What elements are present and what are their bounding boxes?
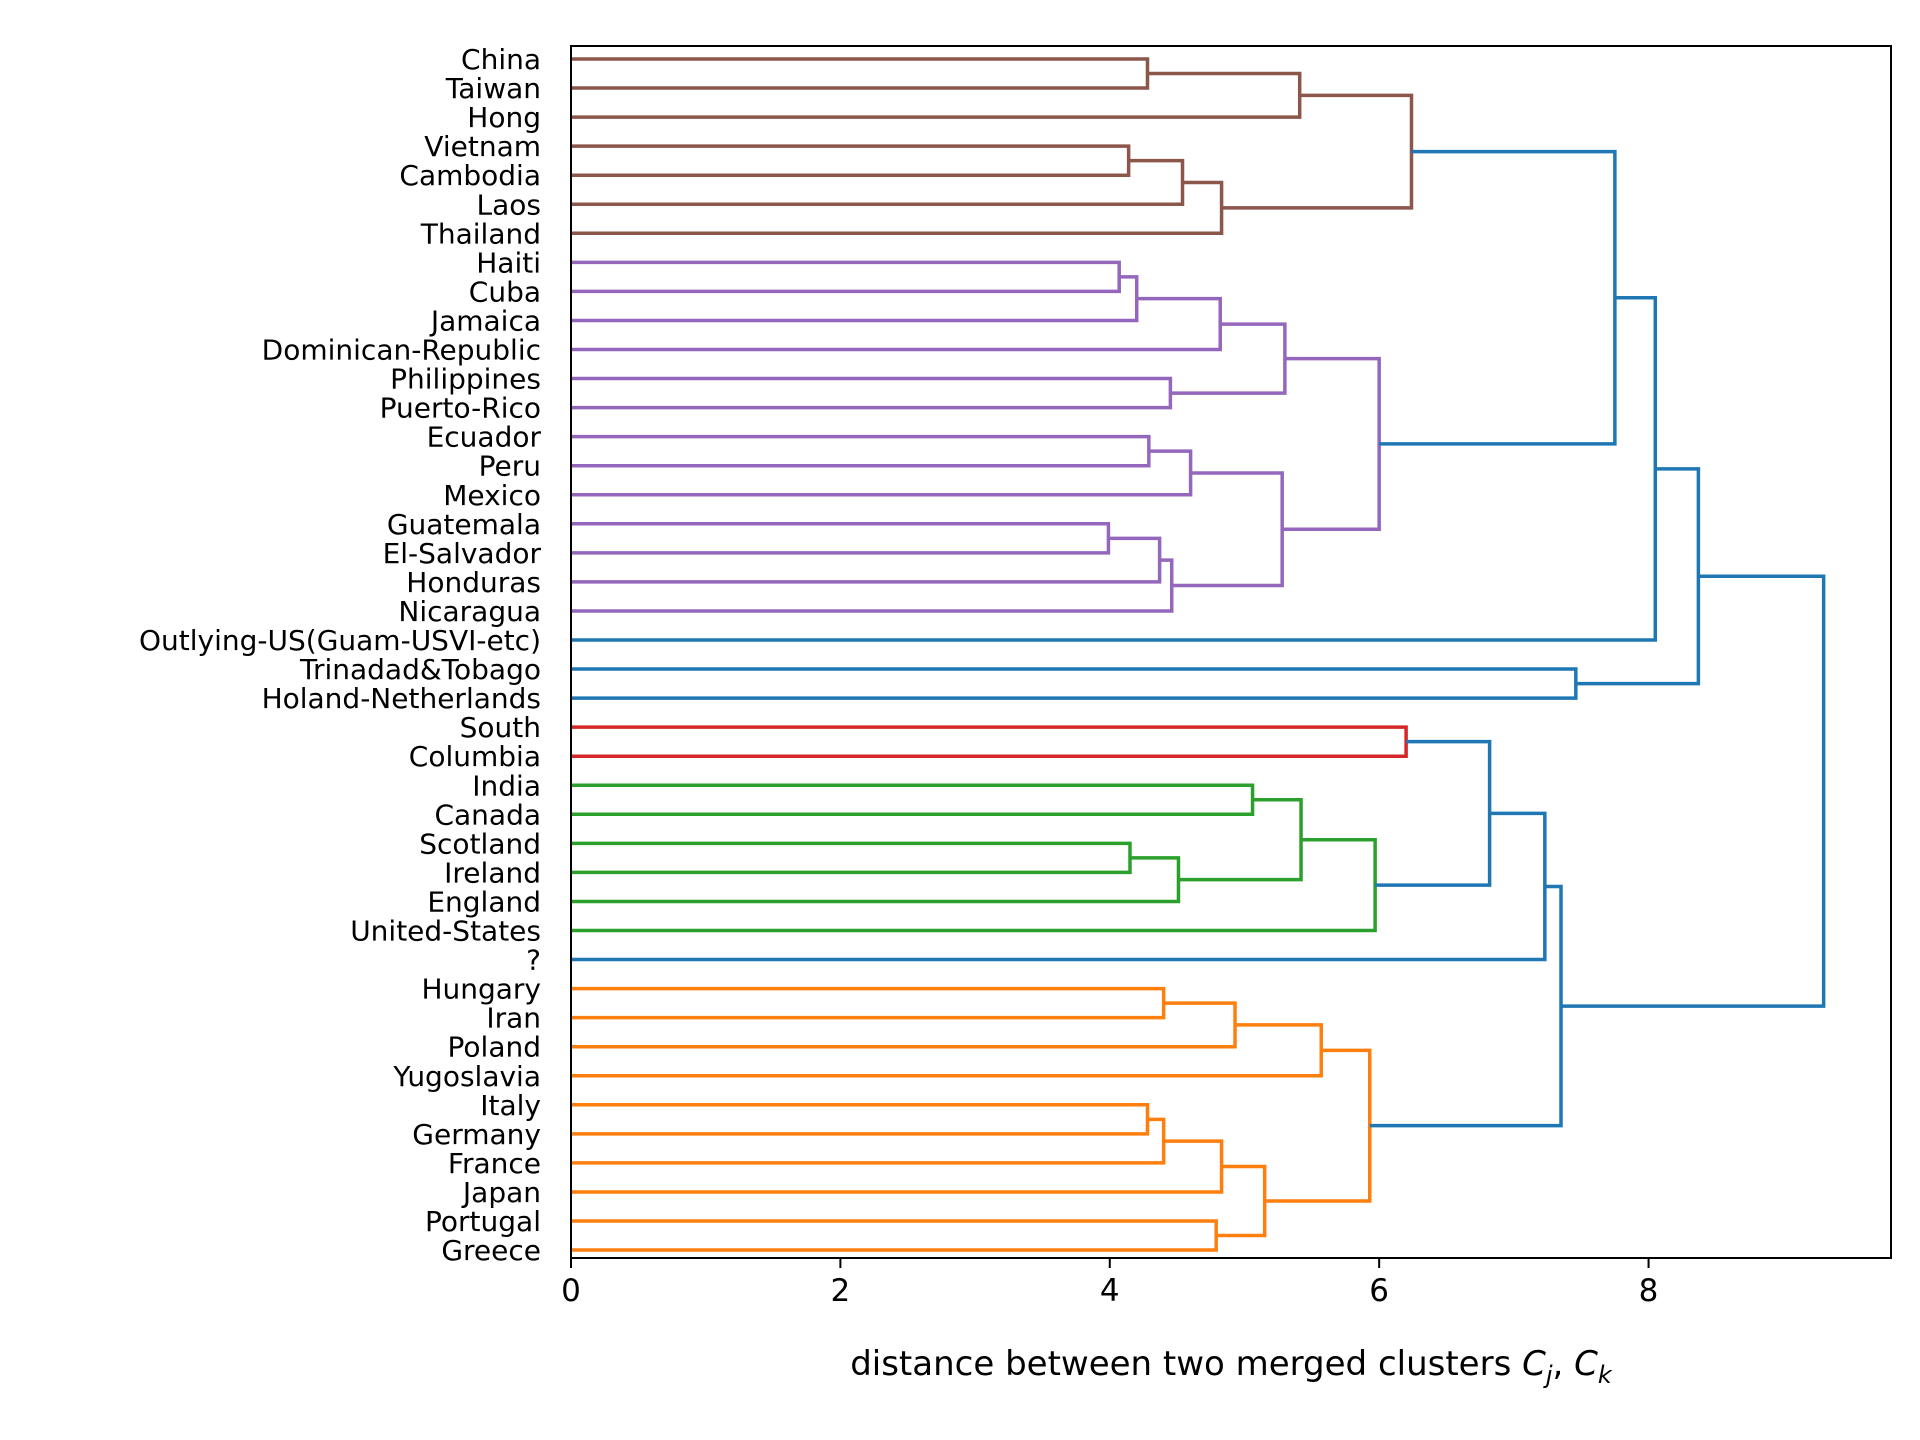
leaf-label: Nicaragua <box>398 595 541 628</box>
leaf-label: Puerto-Rico <box>380 392 541 425</box>
dendrogram-link <box>571 1023 1323 1078</box>
leaf-label: Peru <box>479 450 541 483</box>
leaf-label: Hungary <box>421 973 541 1006</box>
dendrogram-link <box>571 856 1181 904</box>
dendrogram-link <box>571 1103 1150 1136</box>
dendrogram-link <box>1221 93 1414 210</box>
leaf-label: Cuba <box>469 275 541 308</box>
dendrogram-link <box>571 667 1578 700</box>
leaf-label: Taiwan <box>445 72 541 105</box>
leaf-label: England <box>427 885 541 918</box>
leaf-label: Yugoslavia <box>392 1060 541 1093</box>
x-axis-title: distance between two merged clusters Cj,… <box>850 1344 1613 1389</box>
dendrogram-link <box>1375 739 1492 887</box>
dendrogram-link <box>571 180 1224 236</box>
x-tick-label: 2 <box>831 1273 851 1309</box>
leaf-label: Laos <box>477 188 541 221</box>
leaf-label: ? <box>526 944 541 977</box>
dendrogram-link <box>571 783 1255 817</box>
leaf-labels: ChinaTaiwanHongVietnamCambodiaLaosThaila… <box>139 43 541 1267</box>
dendrogram-link <box>571 558 1174 613</box>
leaf-label: Mexico <box>443 479 541 512</box>
dendrogram-link <box>571 158 1185 206</box>
dendrogram-link <box>1379 149 1617 446</box>
leaf-label: Ireland <box>444 856 541 889</box>
leaf-label: Germany <box>412 1118 541 1151</box>
leaf-label: Jamaica <box>429 304 541 337</box>
dendrogram-link <box>571 986 1166 1020</box>
dendrogram-link <box>1575 467 1701 686</box>
dendrogram-link <box>571 1139 1224 1194</box>
dendrogram-link <box>1561 574 1826 1008</box>
dendrogram-link <box>571 1117 1166 1165</box>
dendrogram-link <box>571 275 1139 323</box>
dendrogram-link <box>571 1219 1218 1252</box>
x-axis: 0 2 4 6 8 <box>561 1258 1658 1309</box>
dendrogram-link <box>571 536 1162 584</box>
dendrogram-link <box>571 144 1131 177</box>
dendrogram-link <box>1282 356 1381 531</box>
leaf-label: Poland <box>448 1031 541 1064</box>
leaf-label: South <box>460 711 541 744</box>
dendrogram-link <box>571 1001 1237 1049</box>
leaf-label: Cambodia <box>399 159 541 192</box>
leaf-label: Scotland <box>419 827 541 860</box>
leaf-label: China <box>461 43 541 76</box>
leaf-label: Thailand <box>420 217 541 250</box>
leaf-label: India <box>472 769 541 802</box>
dendrogram-link <box>571 57 1150 90</box>
dendrogram-link <box>1264 1048 1372 1203</box>
dendrogram-link <box>571 376 1173 410</box>
dendrogram-link <box>1369 884 1563 1128</box>
leaf-label: Outlying-US(Guam-USVI-etc) <box>139 624 541 657</box>
leaf-label: Haiti <box>476 246 541 279</box>
dendrogram-link <box>571 522 1111 555</box>
leaf-label: Honduras <box>406 566 541 599</box>
leaf-label: Vietnam <box>424 130 541 163</box>
x-tick-label: 6 <box>1369 1273 1389 1309</box>
dendrogram-links <box>571 57 1826 1252</box>
leaf-label: El-Salvador <box>383 537 542 570</box>
dendrogram-link <box>571 260 1121 294</box>
leaf-label: Canada <box>434 798 541 831</box>
dendrogram-link <box>571 841 1132 875</box>
leaf-label: France <box>448 1147 541 1180</box>
dendrogram-link <box>1170 322 1287 395</box>
dendrogram-link <box>571 434 1151 468</box>
leaf-label: Ecuador <box>427 421 542 454</box>
leaf-label: Portugal <box>425 1205 541 1238</box>
leaf-label: Japan <box>461 1176 541 1209</box>
x-tick-label: 0 <box>561 1273 581 1309</box>
dendrogram-link <box>1216 1164 1267 1238</box>
dendrogram-link <box>1178 798 1303 882</box>
leaf-label: Holand-Netherlands <box>262 682 541 715</box>
dendrogram-link <box>571 296 1222 352</box>
leaf-label: Columbia <box>409 740 541 773</box>
leaf-label: Guatemala <box>387 508 541 541</box>
leaf-label: Philippines <box>390 363 541 396</box>
leaf-label: Hong <box>467 101 541 134</box>
dendrogram-link <box>1171 471 1284 588</box>
x-tick-label: 8 <box>1639 1273 1659 1309</box>
leaf-label: United-States <box>350 915 541 948</box>
dendrogram-link <box>571 725 1408 758</box>
leaf-label: Trinadad&Tobago <box>299 653 541 686</box>
leaf-label: Greece <box>441 1234 541 1267</box>
x-tick-label: 4 <box>1100 1273 1120 1309</box>
dendrogram-link <box>571 71 1302 119</box>
dendrogram-link <box>571 837 1377 933</box>
plot-frame <box>570 45 1892 1259</box>
dendrogram-link <box>571 449 1193 497</box>
leaf-label: Italy <box>480 1089 541 1122</box>
leaf-label: Iran <box>486 1002 541 1035</box>
leaf-label: Dominican-Republic <box>262 334 541 367</box>
